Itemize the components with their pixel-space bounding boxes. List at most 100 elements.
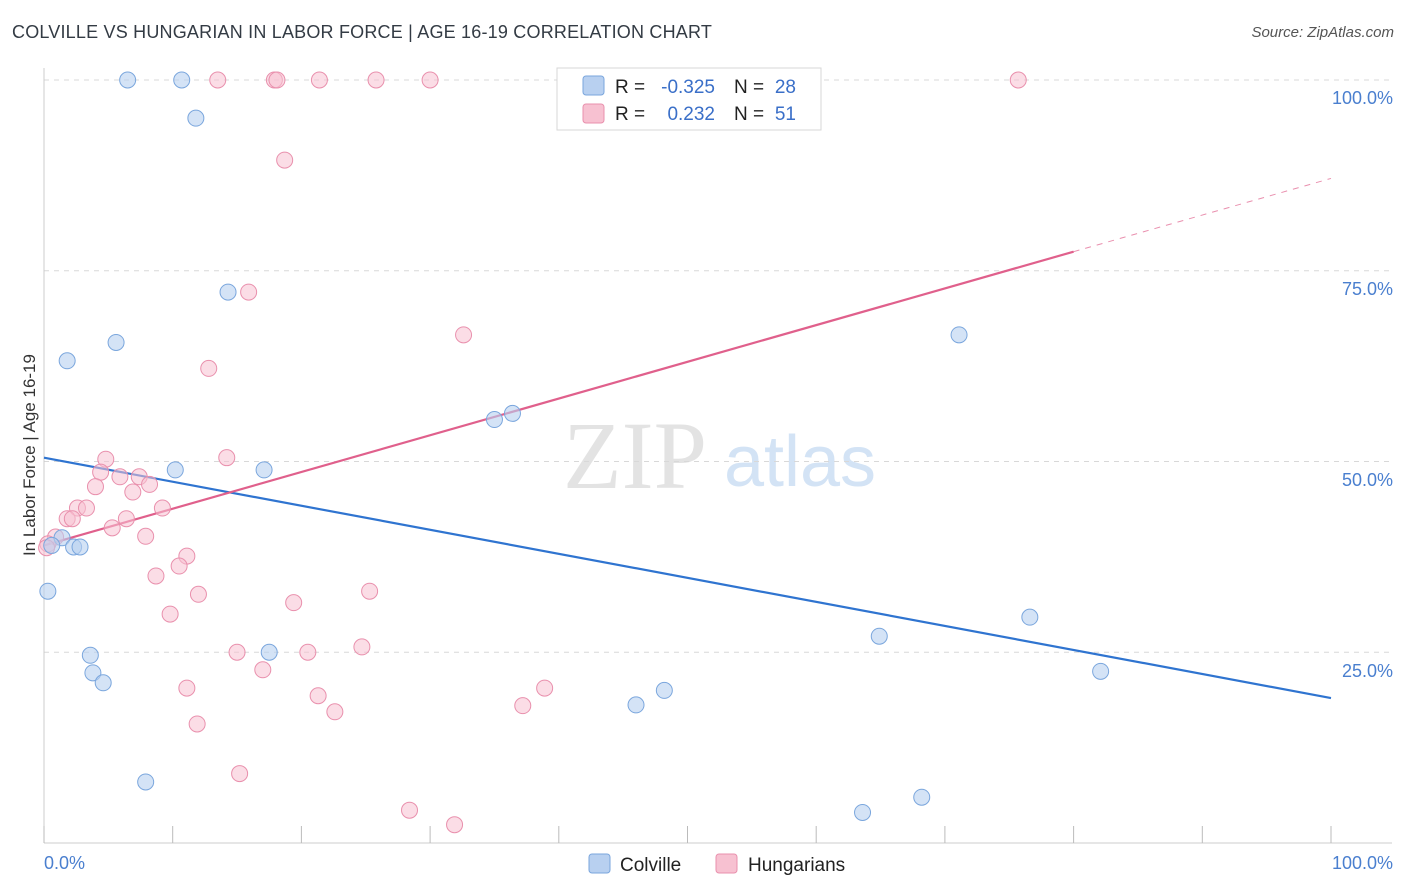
- colville-point: [627, 696, 645, 714]
- hungarians-point: [86, 478, 104, 496]
- colville-point: [43, 536, 61, 554]
- legend-colville-r: -0.325: [661, 77, 715, 98]
- colville-point: [219, 283, 237, 301]
- axes: [43, 68, 1392, 844]
- colville-point: [166, 461, 184, 479]
- gridlines: [44, 79, 1392, 653]
- hungarians-point: [111, 468, 129, 486]
- hungarians-point: [240, 283, 258, 301]
- correlation-legend: R = -0.325 N = 28 R = 0.232 N = 51: [556, 67, 822, 131]
- colville-point: [950, 326, 968, 344]
- colville-point: [1021, 608, 1039, 626]
- hungarians-point: [421, 71, 439, 89]
- legend-hungarians-r: 0.232: [667, 104, 715, 125]
- hungarians-point: [117, 510, 135, 528]
- hungarians-point: [77, 499, 95, 517]
- hungarians-point: [200, 359, 218, 377]
- legend-n-label: N =: [734, 77, 764, 98]
- y-tick-label: 100.0%: [1332, 88, 1393, 108]
- hungarians-point: [276, 151, 294, 169]
- bottom-legend-swatch-colville: [588, 853, 611, 874]
- hungarians-point: [161, 605, 179, 623]
- colville-point: [1092, 662, 1110, 680]
- hungarians-point: [124, 483, 142, 501]
- hungarians-point: [361, 582, 379, 600]
- colville-point: [84, 664, 102, 682]
- watermark-atlas: atlas: [724, 422, 876, 502]
- x-tick-label: 100.0%: [1332, 853, 1393, 873]
- hungarians-point: [141, 475, 159, 493]
- hungarians-point: [446, 816, 464, 834]
- watermark-zip: ZIP: [563, 402, 707, 509]
- colville-point: [94, 674, 112, 692]
- hungarians-point: [401, 801, 419, 819]
- hungarians-point: [147, 567, 165, 585]
- legend-r-label: R =: [615, 77, 645, 98]
- hungarians-point: [455, 326, 473, 344]
- hungarians-point: [299, 643, 317, 661]
- colville-point: [655, 681, 673, 699]
- hungarians-point: [103, 519, 121, 537]
- legend-hungarians-n: 51: [775, 104, 796, 125]
- hungarians-trend-extension: [1073, 177, 1332, 253]
- x-tick-label: 0.0%: [44, 853, 85, 873]
- hungarians-point: [310, 71, 328, 89]
- bottom-legend-hungarians: Hungarians: [748, 855, 845, 876]
- legend-r-label: R =: [615, 104, 645, 125]
- legend-swatch-colville: [582, 75, 605, 96]
- hungarians-point: [309, 687, 327, 705]
- colville-point: [870, 627, 888, 645]
- legend-n-label: N =: [734, 104, 764, 125]
- colville-point: [107, 333, 125, 351]
- hungarians-point: [1009, 71, 1027, 89]
- colville-point: [854, 803, 872, 821]
- colville-point: [58, 352, 76, 370]
- colville-point: [913, 788, 931, 806]
- series-legend: Colville Hungarians: [588, 853, 845, 876]
- colville-point: [119, 71, 137, 89]
- hungarians-point: [326, 703, 344, 721]
- legend-swatch-hungarians: [582, 103, 605, 124]
- colville-point: [39, 582, 57, 600]
- colville-point: [137, 773, 155, 791]
- hungarians-point: [63, 510, 81, 528]
- hungarians-point: [228, 643, 246, 661]
- colville-point: [260, 643, 278, 661]
- colville-point: [485, 411, 503, 429]
- chart-title: COLVILLE VS HUNGARIAN IN LABOR FORCE | A…: [12, 22, 713, 42]
- hungarians-point: [514, 697, 532, 715]
- y-tick-label: 50.0%: [1342, 470, 1393, 490]
- colville-point: [81, 646, 99, 664]
- colville-point: [255, 461, 273, 479]
- hungarians-point: [367, 71, 385, 89]
- hungarians-point: [92, 463, 110, 481]
- hungarians-trend-line: [43, 250, 1074, 547]
- hungarians-point: [137, 527, 155, 545]
- source-label: Source: ZipAtlas.com: [1251, 24, 1394, 41]
- trend-lines: [43, 177, 1332, 700]
- hungarians-point: [188, 715, 206, 733]
- hungarians-point: [268, 71, 286, 89]
- hungarians-point: [218, 449, 236, 467]
- hungarians-point: [153, 499, 171, 517]
- hungarians-point: [170, 557, 188, 575]
- hungarians-point: [189, 585, 207, 603]
- hungarians-point: [254, 661, 272, 679]
- hungarians-point: [285, 594, 303, 612]
- colville-trend-line: [43, 456, 1332, 700]
- bottom-legend-swatch-hungarians: [715, 853, 738, 874]
- hungarians-point: [353, 638, 371, 656]
- colville-point: [71, 538, 89, 556]
- hungarians-point: [209, 71, 227, 89]
- colville-point: [503, 404, 521, 422]
- colville-point: [173, 71, 191, 89]
- hungarians-point: [231, 765, 249, 783]
- colville-point: [187, 109, 205, 127]
- hungarians-point: [536, 679, 554, 697]
- legend-colville-n: 28: [775, 77, 796, 98]
- y-tick-label: 75.0%: [1342, 279, 1393, 299]
- bottom-legend-colville: Colville: [620, 855, 681, 876]
- y-tick-label: 25.0%: [1342, 661, 1393, 681]
- hungarians-point: [178, 679, 196, 697]
